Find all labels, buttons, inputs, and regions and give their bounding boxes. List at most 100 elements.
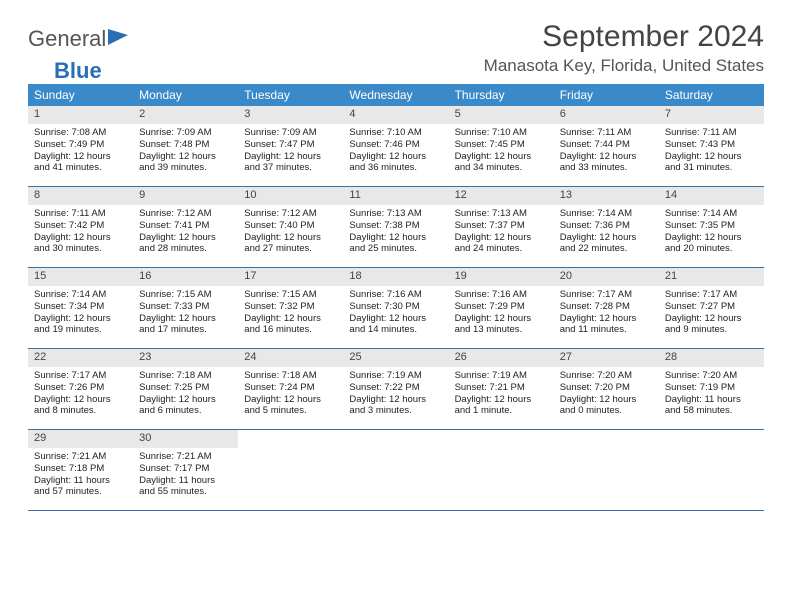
calendar-day: 7Sunrise: 7:11 AMSunset: 7:43 PMDaylight…: [659, 106, 764, 186]
sunrise-line: Sunrise: 7:19 AM: [349, 370, 442, 382]
sunset-line: Sunset: 7:36 PM: [560, 220, 653, 232]
day-number: 14: [659, 187, 764, 205]
day-number: 18: [343, 268, 448, 286]
calendar-day: 24Sunrise: 7:18 AMSunset: 7:24 PMDayligh…: [238, 349, 343, 429]
dayhead-mon: Monday: [133, 84, 238, 106]
sunset-line: Sunset: 7:34 PM: [34, 301, 127, 313]
sunrise-line: Sunrise: 7:16 AM: [349, 289, 442, 301]
sunset-line: Sunset: 7:38 PM: [349, 220, 442, 232]
sunset-line: Sunset: 7:49 PM: [34, 139, 127, 151]
day-body: Sunrise: 7:15 AMSunset: 7:32 PMDaylight:…: [238, 286, 343, 343]
calendar-day: 10Sunrise: 7:12 AMSunset: 7:40 PMDayligh…: [238, 187, 343, 267]
calendar-day: 23Sunrise: 7:18 AMSunset: 7:25 PMDayligh…: [133, 349, 238, 429]
day-number: 23: [133, 349, 238, 367]
dayhead-sat: Saturday: [659, 84, 764, 106]
day-body: Sunrise: 7:10 AMSunset: 7:46 PMDaylight:…: [343, 124, 448, 181]
sunset-line: Sunset: 7:35 PM: [665, 220, 758, 232]
sunset-line: Sunset: 7:46 PM: [349, 139, 442, 151]
calendar-day: 11Sunrise: 7:13 AMSunset: 7:38 PMDayligh…: [343, 187, 448, 267]
calendar-week: 8Sunrise: 7:11 AMSunset: 7:42 PMDaylight…: [28, 187, 764, 268]
page-title: September 2024: [542, 20, 764, 54]
day-body: Sunrise: 7:19 AMSunset: 7:21 PMDaylight:…: [449, 367, 554, 424]
sunset-line: Sunset: 7:47 PM: [244, 139, 337, 151]
daylight-line: Daylight: 12 hours and 20 minutes.: [665, 232, 758, 256]
sunrise-line: Sunrise: 7:20 AM: [665, 370, 758, 382]
day-number: 20: [554, 268, 659, 286]
daylight-line: Daylight: 12 hours and 39 minutes.: [139, 151, 232, 175]
day-number: 22: [28, 349, 133, 367]
daylight-line: Daylight: 12 hours and 11 minutes.: [560, 313, 653, 337]
sunrise-line: Sunrise: 7:20 AM: [560, 370, 653, 382]
daylight-line: Daylight: 12 hours and 1 minute.: [455, 394, 548, 418]
day-number: 2: [133, 106, 238, 124]
sunrise-line: Sunrise: 7:10 AM: [349, 127, 442, 139]
daylight-line: Daylight: 12 hours and 27 minutes.: [244, 232, 337, 256]
day-body: Sunrise: 7:18 AMSunset: 7:25 PMDaylight:…: [133, 367, 238, 424]
daylight-line: Daylight: 12 hours and 30 minutes.: [34, 232, 127, 256]
sunrise-line: Sunrise: 7:14 AM: [560, 208, 653, 220]
sunrise-line: Sunrise: 7:19 AM: [455, 370, 548, 382]
sunrise-line: Sunrise: 7:14 AM: [665, 208, 758, 220]
daylight-line: Daylight: 12 hours and 19 minutes.: [34, 313, 127, 337]
day-number: 25: [343, 349, 448, 367]
sunrise-line: Sunrise: 7:12 AM: [244, 208, 337, 220]
sunrise-line: Sunrise: 7:09 AM: [139, 127, 232, 139]
sunset-line: Sunset: 7:24 PM: [244, 382, 337, 394]
daylight-line: Daylight: 11 hours and 58 minutes.: [665, 394, 758, 418]
day-body: Sunrise: 7:20 AMSunset: 7:19 PMDaylight:…: [659, 367, 764, 424]
daylight-line: Daylight: 12 hours and 6 minutes.: [139, 394, 232, 418]
sunset-line: Sunset: 7:17 PM: [139, 463, 232, 475]
sunset-line: Sunset: 7:33 PM: [139, 301, 232, 313]
calendar-day: 22 Sunrise: 7:17 AMSunset: 7:26 PMDayligh…: [28, 349, 133, 429]
day-body: Sunrise: 7:21 AMSunset: 7:18 PMDaylight:…: [28, 448, 133, 505]
logo: General: [28, 26, 128, 52]
dayhead-wed: Wednesday: [343, 84, 448, 106]
calendar-day: 1Sunrise: 7:08 AMSunset: 7:49 PMDaylight…: [28, 106, 133, 186]
day-number: 5: [449, 106, 554, 124]
sunset-line: Sunset: 7:22 PM: [349, 382, 442, 394]
daylight-line: Daylight: 12 hours and 8 minutes.: [34, 394, 127, 418]
sunrise-line: Sunrise: 7:12 AM: [139, 208, 232, 220]
day-number: 6: [554, 106, 659, 124]
sunset-line: Sunset: 7:20 PM: [560, 382, 653, 394]
sunset-line: Sunset: 7:30 PM: [349, 301, 442, 313]
day-body: Sunrise: 7:14 AMSunset: 7:36 PMDaylight:…: [554, 205, 659, 262]
day-number: 3: [238, 106, 343, 124]
calendar-day: 3Sunrise: 7:09 AMSunset: 7:47 PMDaylight…: [238, 106, 343, 186]
day-number: 19: [449, 268, 554, 286]
daylight-line: Daylight: 11 hours and 57 minutes.: [34, 475, 127, 499]
day-number: 29: [28, 430, 133, 448]
sunrise-line: Sunrise: 7:17 AM: [34, 370, 127, 382]
day-body: Sunrise: 7:11 AMSunset: 7:42 PMDaylight:…: [28, 205, 133, 262]
calendar-day: 25Sunrise: 7:19 AMSunset: 7:22 PMDayligh…: [343, 349, 448, 429]
sunrise-line: Sunrise: 7:21 AM: [139, 451, 232, 463]
dayhead-tue: Tuesday: [238, 84, 343, 106]
day-body: Sunrise: 7:09 AMSunset: 7:47 PMDaylight:…: [238, 124, 343, 181]
dayhead-sun: Sunday: [28, 84, 133, 106]
day-body: Sunrise: 7:14 AMSunset: 7:34 PMDaylight:…: [28, 286, 133, 343]
calendar-day: [343, 430, 448, 510]
sunset-line: Sunset: 7:28 PM: [560, 301, 653, 313]
day-number: 11: [343, 187, 448, 205]
day-number: 8: [28, 187, 133, 205]
calendar-day: 2Sunrise: 7:09 AMSunset: 7:48 PMDaylight…: [133, 106, 238, 186]
day-body: Sunrise: 7:20 AMSunset: 7:20 PMDaylight:…: [554, 367, 659, 424]
sunset-line: Sunset: 7:26 PM: [34, 382, 127, 394]
sunrise-line: Sunrise: 7:14 AM: [34, 289, 127, 301]
sunrise-line: Sunrise: 7:13 AM: [455, 208, 548, 220]
day-number: 12: [449, 187, 554, 205]
daylight-line: Daylight: 12 hours and 22 minutes.: [560, 232, 653, 256]
calendar-week: 22Sunrise: 7:17 AMSunset: 7:26 PMDayligh…: [28, 349, 764, 430]
calendar-day: 28Sunrise: 7:20 AMSunset: 7:19 PMDayligh…: [659, 349, 764, 429]
sunrise-line: Sunrise: 7:08 AM: [34, 127, 127, 139]
day-number: 7: [659, 106, 764, 124]
sunset-line: Sunset: 7:40 PM: [244, 220, 337, 232]
sunset-line: Sunset: 7:21 PM: [455, 382, 548, 394]
day-number: 4: [343, 106, 448, 124]
sunset-line: Sunset: 7:32 PM: [244, 301, 337, 313]
calendar-day: 5Sunrise: 7:10 AMSunset: 7:45 PMDaylight…: [449, 106, 554, 186]
sunrise-line: Sunrise: 7:16 AM: [455, 289, 548, 301]
daylight-line: Daylight: 12 hours and 41 minutes.: [34, 151, 127, 175]
day-number: 30: [133, 430, 238, 448]
daylight-line: Daylight: 12 hours and 24 minutes.: [455, 232, 548, 256]
